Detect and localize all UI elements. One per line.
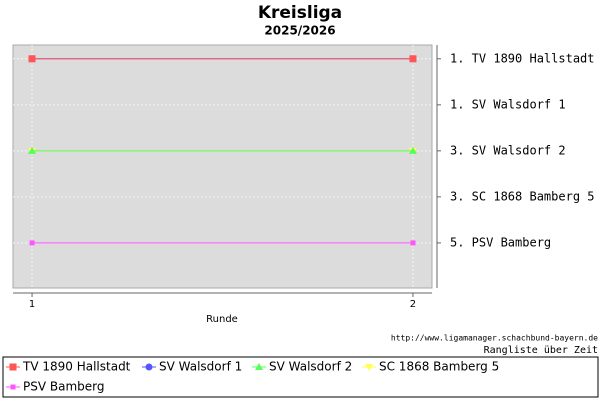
x-axis-label: Runde bbox=[206, 314, 238, 325]
source: http://www.ligamanager.schachbund-bayern… bbox=[391, 334, 598, 343]
x-tick-label: 2 bbox=[410, 299, 416, 310]
legend-label: SC 1868 Bamberg 5 bbox=[379, 360, 499, 374]
marker bbox=[9, 363, 17, 371]
marker bbox=[408, 146, 417, 154]
legend-label: SV Walsdorf 1 bbox=[159, 360, 242, 374]
y-tick-label: 1. SV Walsdorf 1 bbox=[450, 97, 566, 111]
marker bbox=[410, 240, 416, 246]
plot-area bbox=[12, 44, 433, 289]
marker bbox=[28, 146, 37, 154]
chart-title: Kreisliga bbox=[258, 3, 342, 23]
y-tick-label: 3. SC 1868 Bamberg 5 bbox=[450, 189, 595, 203]
x-tick-label: 1 bbox=[29, 299, 35, 310]
legend-label: SV Walsdorf 2 bbox=[269, 360, 352, 374]
marker bbox=[365, 364, 373, 371]
chart-subtitle: 2025/2026 bbox=[264, 24, 335, 38]
note: Rangliste über Zeit bbox=[484, 345, 598, 356]
marker bbox=[255, 363, 263, 370]
y-tick-label: 3. SV Walsdorf 2 bbox=[450, 143, 566, 157]
y-tick-label: 1. TV 1890 Hallstadt bbox=[450, 51, 595, 65]
y-tick-label: 5. PSV Bamberg bbox=[450, 235, 551, 249]
marker bbox=[28, 55, 36, 63]
marker bbox=[10, 384, 16, 390]
legend bbox=[2, 356, 599, 398]
marker bbox=[29, 240, 35, 246]
legend-label: TV 1890 Hallstadt bbox=[22, 360, 131, 374]
marker bbox=[145, 363, 153, 371]
marker bbox=[409, 55, 417, 63]
legend-label: PSV Bamberg bbox=[23, 380, 105, 394]
